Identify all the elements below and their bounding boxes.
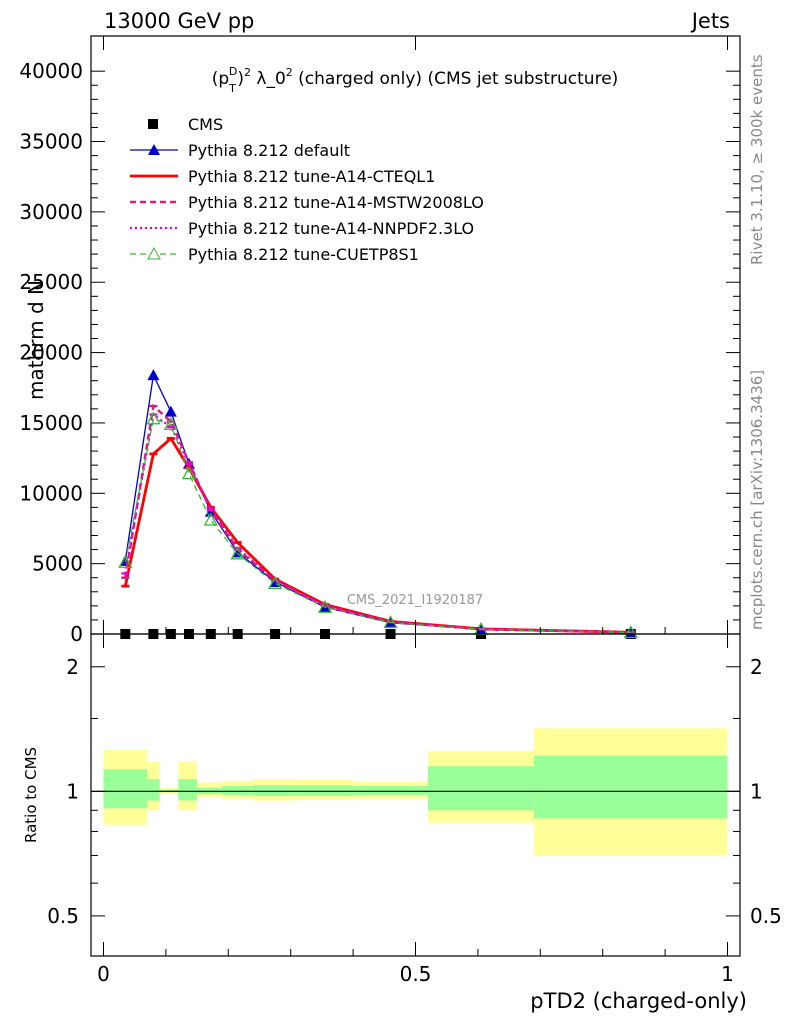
- legend-label: Pythia 8.212 default: [188, 141, 350, 160]
- legend-label: CMS: [188, 115, 223, 134]
- xlabel: pTD2 (charged-only): [530, 989, 747, 1013]
- cuetp8s1-marker: [163, 416, 178, 430]
- legend-label: Pythia 8.212 tune-CUETP8S1: [188, 245, 419, 264]
- ratio-ytick-label-right: 1: [750, 779, 763, 803]
- ratio-band-inner: [103, 769, 148, 809]
- ratio-band-inner: [353, 786, 428, 795]
- ratio-band-inner: [296, 785, 354, 796]
- ratio-xtick-label: 0.5: [400, 962, 432, 986]
- main-ytick-label: 5000: [32, 552, 83, 576]
- cuetp8s1-marker: [230, 546, 245, 560]
- header-right: Jets: [690, 9, 730, 33]
- title-tail: (charged only) (CMS jet substructure): [293, 69, 619, 89]
- ylabel-line-1: mathrm d N: [24, 280, 48, 400]
- legend-label: Pythia 8.212 tune-A14-NNPDF2.3LO: [188, 219, 474, 238]
- ratio-xtick-label: 0: [97, 962, 110, 986]
- title-rest: ): [237, 69, 244, 89]
- ratio-ytick-label: 0.5: [47, 904, 79, 928]
- ratio-ytick-label-right: 2: [750, 655, 763, 679]
- ratio-band-inner: [534, 755, 728, 819]
- legend-default-marker: [148, 144, 160, 155]
- title-base: (p: [212, 69, 229, 89]
- ratio-band-inner: [253, 785, 297, 796]
- cuetp8s1-marker: [317, 599, 333, 613]
- title-sup2: 2: [244, 66, 251, 79]
- main-ytick-label: 20000: [19, 341, 83, 365]
- cuetp8s1-marker: [267, 575, 283, 589]
- ratio-axes: 0 0.5 1 0.5 0.5 1 1 2 2: [47, 634, 782, 986]
- ratio-ylabel: Ratio to CMS: [22, 747, 40, 843]
- title-sub: T: [228, 82, 236, 95]
- legend-label: Pythia 8.212 tune-A14-MSTW2008LO: [188, 193, 484, 212]
- ratio-xtick-label: 1: [721, 962, 734, 986]
- cuetp8s1-marker: [146, 411, 161, 425]
- cuetp8s1-marker: [203, 512, 218, 526]
- ratio-ytick-label-right: 0.5: [750, 904, 782, 928]
- default-marker: [164, 405, 177, 417]
- ratio-ytick-label: 2: [66, 655, 79, 679]
- main-ytick-label: 15000: [19, 411, 83, 435]
- default-marker: [147, 369, 160, 381]
- cuetp8s1-marker: [383, 615, 398, 629]
- legend: CMS Pythia 8.212 default Pythia 8.212 tune…: [130, 115, 484, 264]
- ratio-ytick-label: 1: [66, 779, 79, 803]
- main-ylabel: mathrm d N: [24, 280, 48, 400]
- analysis-watermark: CMS_2021_I1920187: [347, 593, 483, 608]
- ratio-band-inner: [178, 779, 198, 801]
- main-ytick-label: 30000: [19, 200, 83, 224]
- cuetp8s1-marker: [181, 466, 197, 480]
- main-ytick-label: 10000: [19, 481, 83, 505]
- main-plot-area: [118, 369, 638, 639]
- legend-cms-marker: [148, 119, 158, 129]
- ratio-band-inner: [147, 779, 160, 801]
- ratio-band-inner: [427, 766, 535, 811]
- mcplots-label: mcplots.cern.ch [arXiv:1306.3436]: [748, 370, 766, 630]
- cuetp8s1-marker: [623, 625, 638, 639]
- title-lambda: λ_0: [251, 69, 286, 89]
- header-left: 13000 GeV pp: [104, 9, 254, 33]
- chart-title: (pTD)2 λ_02 (charged only) (CMS jet subs…: [212, 65, 619, 95]
- main-y-axis: 0 5000 10000 15000 20000 25000 30000 35000 40000: [19, 36, 740, 646]
- main-ytick-label: 40000: [19, 59, 83, 83]
- rivet-label: Rivet 3.1.10, ≥ 300k events: [748, 54, 766, 265]
- cuetp8s1-marker: [118, 554, 133, 568]
- legend-label: Pythia 8.212 tune-A14-CTEQL1: [188, 167, 435, 186]
- ratio-band-inner: [222, 786, 254, 795]
- title-sup: D: [229, 65, 237, 78]
- title-sup3: 2: [286, 66, 293, 79]
- cuetp8s1-line: [124, 417, 631, 634]
- main-ytick-label: 25000: [19, 270, 83, 294]
- main-ytick-label: 35000: [19, 130, 83, 154]
- legend-cuetp8s1-marker: [147, 246, 161, 260]
- ratio-plot-area: [91, 728, 740, 856]
- main-ytick-label: 0: [70, 622, 83, 646]
